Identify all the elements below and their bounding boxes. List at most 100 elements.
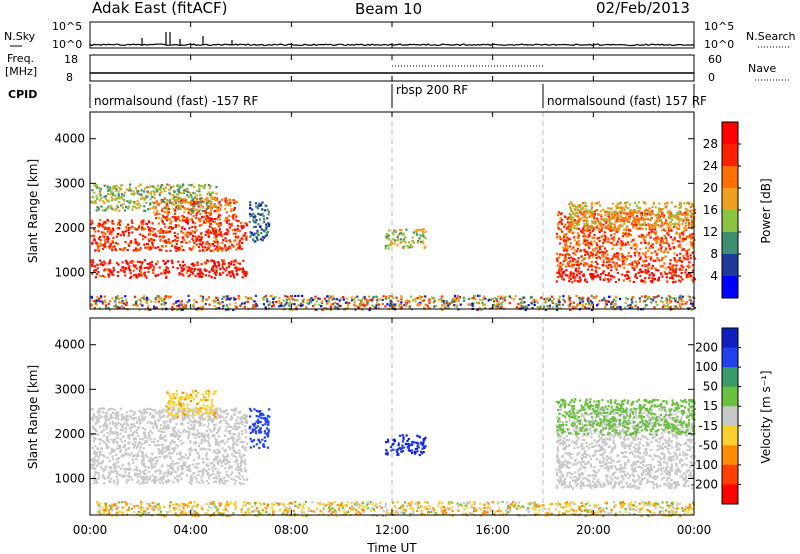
echo-cell	[660, 296, 664, 299]
echo-cell	[118, 446, 122, 449]
echo-cell	[94, 299, 97, 302]
echo-cell	[213, 449, 216, 452]
echo-cell	[644, 251, 647, 254]
echo-cell	[631, 301, 634, 304]
echo-cell	[242, 226, 245, 229]
echo-cell	[654, 230, 657, 233]
echo-cell	[159, 188, 162, 191]
echo-cell	[225, 201, 228, 204]
echo-cell	[107, 262, 111, 265]
echo-cell	[159, 238, 162, 241]
echo-cell	[612, 217, 615, 220]
echo-cell	[249, 204, 252, 207]
echo-cell	[591, 255, 594, 258]
echo-cell	[240, 416, 243, 419]
echo-cell	[386, 303, 389, 306]
echo-cell	[209, 222, 212, 226]
echo-cell	[232, 245, 235, 248]
echo-cell	[213, 426, 216, 429]
echo-cell	[477, 302, 480, 305]
echo-cell	[631, 238, 634, 242]
echo-cell	[610, 302, 613, 306]
echo-cell	[232, 214, 235, 217]
echo-cell	[561, 253, 564, 256]
echo-cell	[221, 301, 224, 304]
echo-cell	[650, 226, 653, 229]
echo-cell	[153, 211, 156, 214]
echo-cell	[103, 269, 106, 272]
echo-cell	[388, 229, 391, 232]
echo-cell	[588, 246, 591, 249]
echo-cell	[578, 227, 581, 231]
echo-cell	[149, 193, 152, 196]
echo-cell	[211, 267, 214, 270]
echo-cell	[121, 464, 124, 467]
echo-cell	[578, 205, 581, 208]
echo-cell	[590, 242, 593, 245]
cpid-row: CPID normalsound (fast) -157 RF rbsp 200…	[8, 83, 707, 108]
echo-cell	[153, 239, 156, 242]
echo-cell	[200, 238, 203, 241]
echo-cell	[235, 306, 238, 309]
echo-cell	[266, 208, 269, 211]
echo-cell	[654, 239, 657, 242]
echo-cell	[419, 303, 422, 306]
echo-cell	[689, 206, 692, 209]
echo-cell	[167, 447, 170, 450]
echo-cell	[232, 199, 235, 202]
echo-cell	[404, 304, 407, 307]
echo-cell	[616, 212, 619, 216]
echo-cell	[147, 267, 150, 270]
echo-cell	[552, 298, 555, 301]
echo-cell	[204, 302, 207, 306]
echo-cell	[611, 227, 614, 231]
echo-cell	[112, 266, 115, 269]
echo-cell	[688, 261, 691, 264]
echo-cell	[487, 299, 490, 302]
echo-cell	[109, 244, 112, 247]
echo-cell	[584, 243, 587, 247]
echo-cell	[167, 423, 170, 426]
echo-cell	[105, 443, 108, 446]
echo-cell	[556, 260, 559, 263]
echo-cell	[160, 410, 163, 413]
echo-cell	[561, 271, 564, 274]
echo-cell	[184, 218, 187, 221]
echo-cell	[228, 239, 231, 242]
echo-cell	[567, 295, 570, 298]
echo-cell	[613, 233, 616, 236]
echo-cell	[593, 275, 596, 278]
echo-cell	[668, 245, 671, 248]
echo-cell	[158, 410, 161, 413]
echo-cell	[259, 218, 262, 221]
echo-cell	[207, 296, 210, 299]
echo-cell	[172, 432, 175, 435]
echo-cell	[649, 280, 652, 283]
echo-cell	[124, 240, 127, 244]
echo-cell	[392, 305, 395, 308]
echo-cell	[570, 209, 573, 212]
echo-cell	[648, 231, 651, 234]
echo-cell	[244, 425, 247, 428]
nave-tick-bottom: 0	[708, 71, 715, 84]
echo-cell	[199, 202, 202, 205]
echo-cell	[639, 218, 642, 221]
echo-cell	[673, 252, 676, 255]
echo-cell	[321, 308, 324, 312]
echo-cell	[598, 240, 601, 243]
echo-cell	[651, 264, 654, 268]
echo-cell	[245, 271, 248, 274]
echo-cell	[177, 408, 180, 411]
echo-cell	[109, 452, 112, 455]
echo-cell	[332, 297, 335, 300]
echo-cell	[95, 209, 98, 212]
echo-cell	[684, 271, 687, 274]
echo-cell	[93, 239, 96, 242]
echo-cell	[216, 455, 219, 458]
echo-cell	[215, 235, 218, 238]
echo-cell	[131, 478, 134, 481]
echo-cell	[582, 297, 585, 300]
echo-cell	[544, 301, 547, 304]
echo-cell	[180, 245, 183, 248]
echo-cell	[433, 299, 436, 302]
